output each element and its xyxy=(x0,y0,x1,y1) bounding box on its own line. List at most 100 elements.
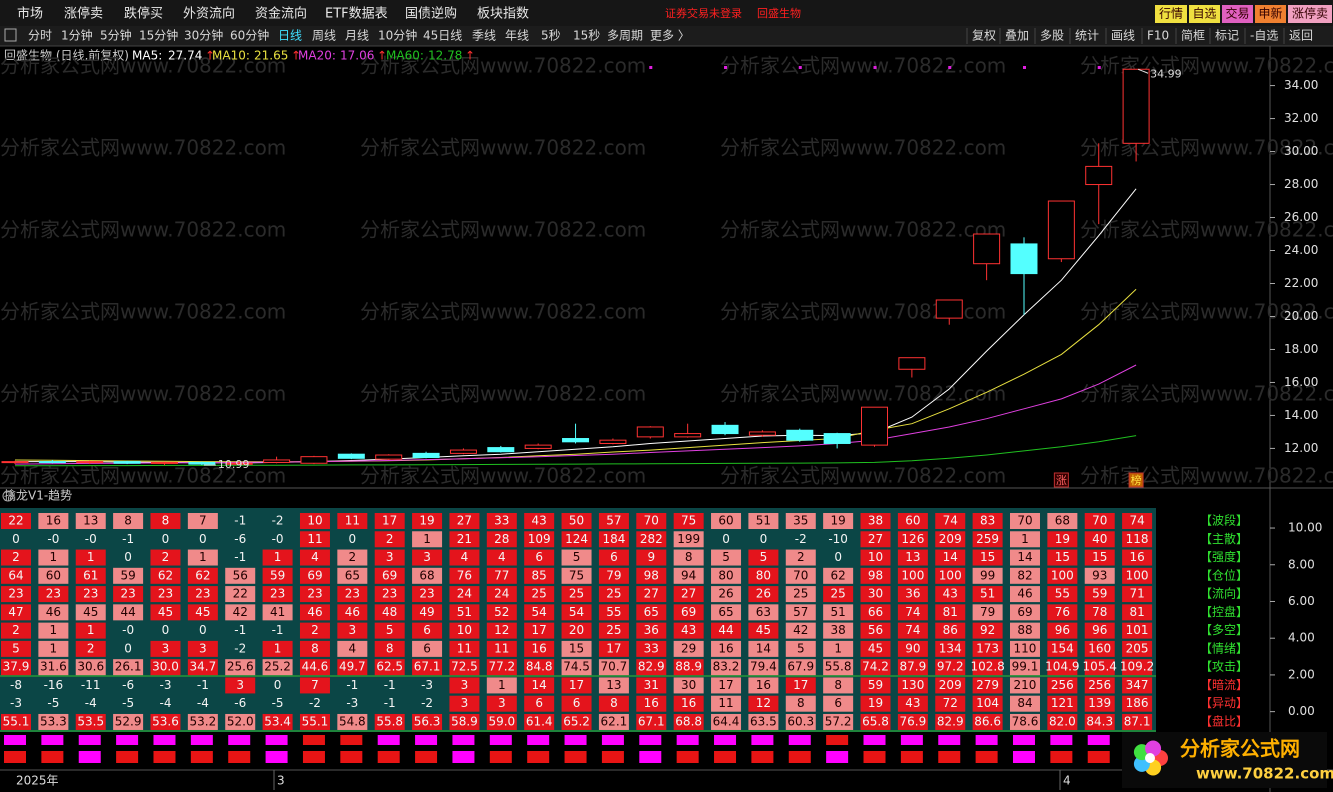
cell-bg xyxy=(38,604,69,621)
cell-bg xyxy=(823,695,854,712)
strip xyxy=(938,735,961,745)
tool-button[interactable]: 复权 xyxy=(972,29,996,43)
period-tab[interactable]: 更多 〉 xyxy=(650,29,690,43)
cell-bg xyxy=(598,622,629,639)
period-tab[interactable]: 5秒 xyxy=(541,29,561,43)
cell-value: 68.8 xyxy=(675,714,702,728)
cell-value: 8 xyxy=(386,641,394,655)
tool-button[interactable]: 简框 xyxy=(1181,29,1205,43)
tool-button[interactable]: -自选 xyxy=(1250,29,1278,43)
tool-button[interactable]: 画线 xyxy=(1111,29,1135,43)
menu-item[interactable]: ETF数据表 xyxy=(325,7,388,22)
cell-value: 1 xyxy=(423,532,431,546)
cell-value: 23 xyxy=(345,587,360,601)
cell-value: 60 xyxy=(46,568,61,582)
toolbar-icon[interactable] xyxy=(4,28,17,42)
button[interactable]: 行情 xyxy=(1159,7,1183,21)
cell-value: -1 xyxy=(122,532,134,546)
cell-value: 24 xyxy=(457,587,472,601)
strip xyxy=(1087,751,1110,763)
cell-bg xyxy=(748,567,779,584)
watermark: 分析家公式网www.70822.com xyxy=(720,300,1006,324)
cell-value: 54.8 xyxy=(339,714,366,728)
period-tab[interactable]: 周线 xyxy=(312,29,336,43)
cell-value: 38 xyxy=(868,514,883,528)
tool-button[interactable]: 叠加 xyxy=(1005,29,1029,43)
menu-bar xyxy=(0,0,1333,26)
button[interactable]: 交易 xyxy=(1225,6,1249,21)
ma-name: MA5: xyxy=(132,49,162,63)
cell-bg xyxy=(561,513,592,529)
period-tab[interactable]: 季线 xyxy=(472,29,496,43)
cell-value: 13 xyxy=(905,550,920,564)
cell-value: -5 xyxy=(272,696,284,710)
menu-item[interactable]: 国债逆购 xyxy=(405,6,457,22)
cell-bg xyxy=(860,622,891,639)
period-tab[interactable]: 15分钟 xyxy=(139,28,178,43)
cell-bg xyxy=(150,586,181,603)
cell-value: 59 xyxy=(1092,587,1107,601)
cell-bg xyxy=(524,604,555,621)
logo: 分析家公式网 www.70822.com xyxy=(1122,732,1333,788)
cell-value: 75 xyxy=(681,514,696,528)
cell-bg xyxy=(748,677,779,694)
period-tab[interactable]: 60分钟 xyxy=(230,28,269,43)
period-tab[interactable]: 5分钟 xyxy=(100,28,132,43)
button-bg xyxy=(1255,5,1286,23)
cell-bg xyxy=(636,513,667,529)
collapse-icon[interactable] xyxy=(2,490,14,502)
period-tab[interactable]: 月线 xyxy=(345,29,369,43)
tool-button[interactable]: 多股 xyxy=(1040,29,1064,43)
cell-value: 26.1 xyxy=(115,660,142,674)
period-tab[interactable]: 多周期 xyxy=(607,29,643,43)
period-tab[interactable]: 45日线 xyxy=(423,29,462,43)
cell-bg xyxy=(486,713,517,730)
period-tab[interactable]: 10分钟 xyxy=(378,28,417,43)
cell-bg xyxy=(823,640,854,657)
cell-bg xyxy=(1122,531,1153,548)
candle-body xyxy=(1010,243,1038,275)
button[interactable]: 申新 xyxy=(1258,6,1282,21)
period-tab[interactable]: 日线 xyxy=(278,29,302,43)
candle-body xyxy=(487,447,515,453)
tool-button[interactable]: F10 xyxy=(1147,29,1169,43)
period-tab[interactable]: 年线 xyxy=(505,29,529,43)
cell-value: 36 xyxy=(905,587,920,601)
strip xyxy=(788,735,811,745)
strip xyxy=(153,735,176,745)
menu-item[interactable]: 市场 xyxy=(17,6,43,22)
y-tick-label: 0.00 xyxy=(1288,704,1315,718)
cell-value: 70 xyxy=(1092,514,1107,528)
cell-bg xyxy=(598,713,629,730)
period-tab[interactable]: 15秒 xyxy=(573,29,600,43)
cell-value: 37.9 xyxy=(3,660,30,674)
cell-bg xyxy=(75,513,106,529)
menu-item[interactable]: 跌停买 xyxy=(124,6,163,22)
button[interactable]: 涨停卖 xyxy=(1292,6,1328,21)
cell-bg xyxy=(1122,695,1153,712)
cell-value: 90 xyxy=(905,641,920,655)
cell-bg xyxy=(449,677,480,694)
cell-value: -4 xyxy=(85,696,97,710)
tool-button[interactable]: 返回 xyxy=(1289,29,1313,43)
menu-item[interactable]: 涨停卖 xyxy=(64,6,103,22)
cell-bg xyxy=(561,713,592,730)
tool-button[interactable]: 统计 xyxy=(1075,29,1099,43)
cell-value: 61 xyxy=(83,568,98,582)
cell-bg xyxy=(1,640,31,657)
cell-value: 74.2 xyxy=(862,660,889,674)
y-tick-label: 28.00 xyxy=(1284,177,1318,191)
cell-bg xyxy=(449,513,480,529)
tool-button[interactable]: 标记 xyxy=(1215,29,1239,43)
period-tab[interactable]: 1分钟 xyxy=(61,28,93,43)
watermark: 分析家公式网www.70822.com xyxy=(720,464,1006,488)
cell-bg xyxy=(748,695,779,712)
cell-bg xyxy=(299,513,330,529)
menu-item[interactable]: 外资流向 xyxy=(183,6,235,22)
period-tab[interactable]: 30分钟 xyxy=(184,28,223,43)
menu-item[interactable]: 资金流向 xyxy=(255,6,307,22)
menu-item[interactable]: 板块指数 xyxy=(477,7,529,22)
period-tab[interactable]: 分时 xyxy=(28,29,52,43)
cell-bg xyxy=(113,586,144,603)
button[interactable]: 自选 xyxy=(1192,7,1216,21)
